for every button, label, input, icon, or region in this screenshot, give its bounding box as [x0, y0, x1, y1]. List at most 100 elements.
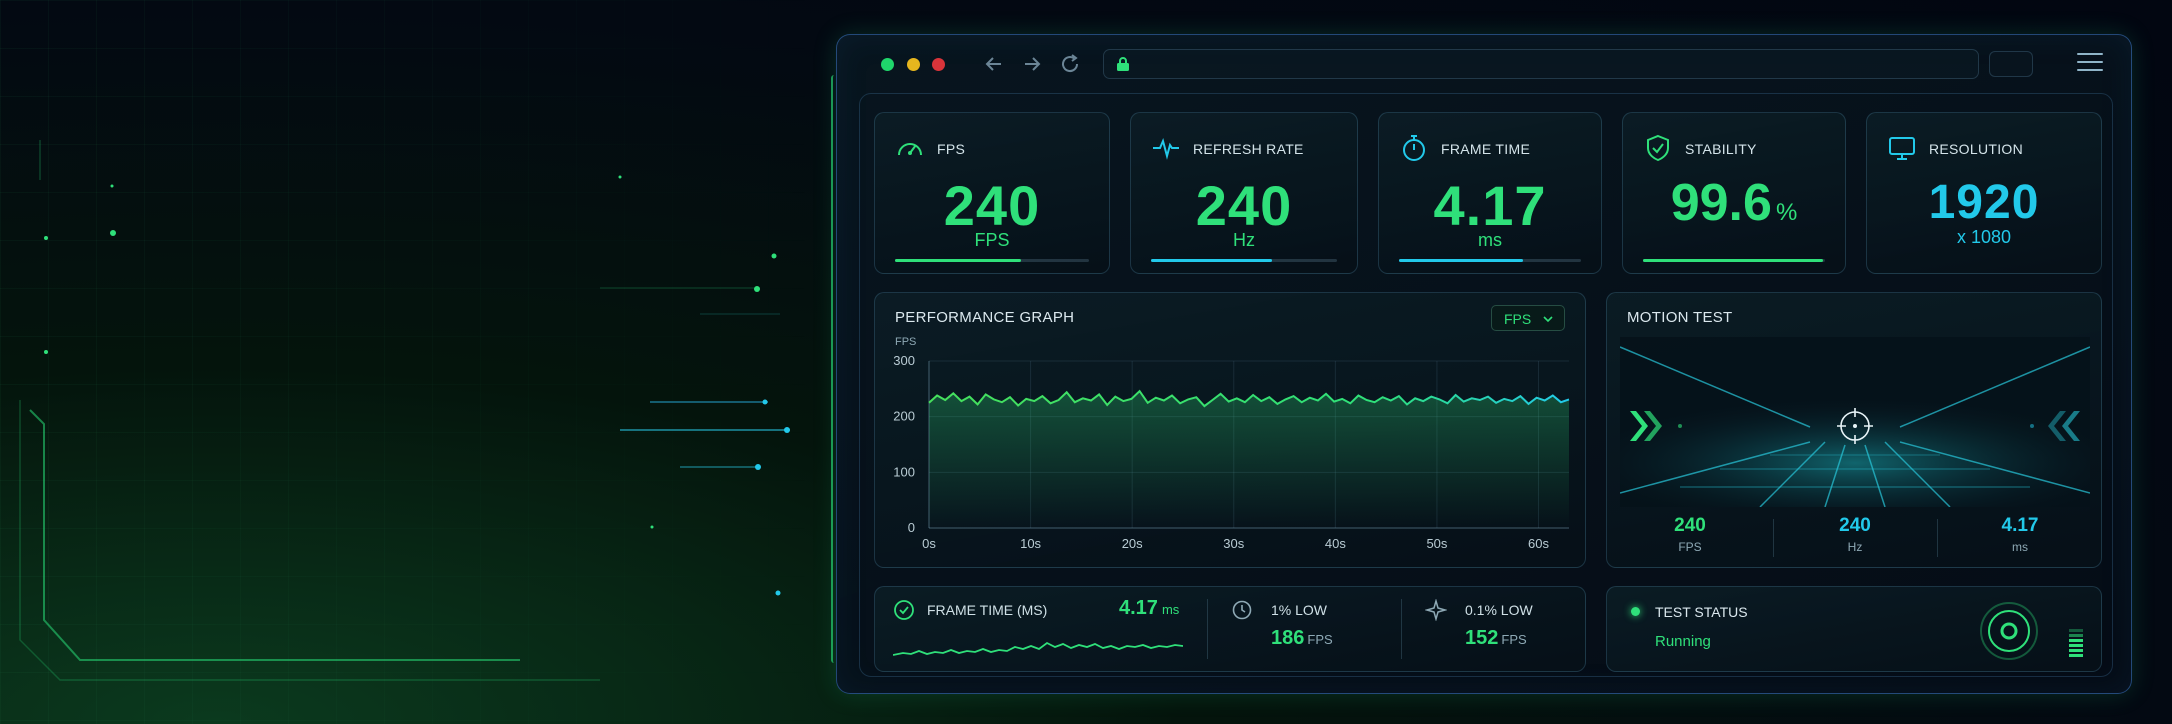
frame-time-sparkline — [893, 641, 1183, 656]
stat-progress-bar — [1643, 259, 1825, 262]
stat-progress-bar — [1151, 259, 1337, 262]
stat-title: STABILITY — [1685, 141, 1757, 157]
low01-title: 0.1% LOW — [1465, 602, 1533, 618]
test-status-value: Running — [1655, 633, 1711, 650]
stat-unit: % — [1775, 199, 1798, 226]
divider — [1937, 519, 1938, 557]
motion-metric-label: FPS — [1678, 540, 1702, 554]
divider — [1401, 599, 1402, 659]
motion-test-card: MOTION TEST — [1606, 292, 2102, 568]
stat-title: REFRESH RATE — [1193, 141, 1304, 157]
motion-metrics: 240 FPS 240 Hz 4.17 ms — [1607, 515, 2101, 561]
stat-progress-bar — [895, 259, 1089, 262]
frame-time-value-row: 4.17 ms — [1119, 597, 1179, 620]
divider — [1207, 599, 1208, 659]
motion-metric-value: 4.17 — [2001, 515, 2039, 536]
title-bar — [837, 35, 2131, 93]
motion-title: MOTION TEST — [1627, 309, 1733, 326]
pulse-icon — [1153, 137, 1179, 160]
x-tick-label: 40s — [1325, 536, 1346, 551]
frame-time-unit: ms — [1161, 602, 1180, 617]
back-arrow-icon[interactable] — [979, 49, 1009, 79]
frame-time-value: 4.17 — [1119, 597, 1158, 619]
chevron-right-motion-icon — [1630, 411, 1682, 441]
divider — [1773, 519, 1774, 557]
motion-metric-value: 240 — [1674, 515, 1706, 536]
close-dot[interactable] — [932, 58, 945, 71]
x-tick-label: 0s — [922, 536, 936, 551]
lock-icon — [1117, 57, 1129, 71]
x-tick-label: 10s — [1020, 536, 1041, 551]
status-indicator — [1631, 607, 1640, 616]
shield-check-icon — [1647, 134, 1669, 162]
stat-unit: FPS — [974, 230, 1010, 250]
low01-value-row: 152 FPS — [1465, 627, 1527, 650]
metric-select-value: FPS — [1504, 311, 1532, 327]
performance-title: PERFORMANCE GRAPH — [895, 309, 1075, 326]
stat-card-fps: FPS 240 FPS — [874, 112, 1110, 274]
crosshair-icon — [1837, 408, 1873, 444]
background-grid — [0, 0, 820, 724]
metric-select[interactable]: FPS — [1491, 305, 1565, 331]
browser-window: FPS 240 FPS REFRESH RATE 240 Hz FRAME TI… — [831, 34, 2132, 694]
y-axis-label: FPS — [895, 336, 916, 348]
stat-unit: x 1080 — [1956, 227, 2012, 247]
stat-value: 240 — [943, 174, 1041, 237]
progress-fill — [895, 259, 1022, 262]
stopwatch-icon — [1403, 135, 1425, 161]
stat-progress-bar — [1399, 259, 1581, 262]
hamburger-menu-icon[interactable] — [2077, 53, 2103, 75]
x-tick-label: 50s — [1426, 536, 1447, 551]
performance-chart: FPS 300 200 100 0 0s 10s 20s 30s 40s 50s 60s — [893, 336, 1570, 551]
stat-card-resolution: RESOLUTION 1920 x 1080 — [1866, 112, 2102, 274]
maximize-dot[interactable] — [881, 58, 894, 71]
extension-button[interactable] — [1989, 51, 2033, 77]
frame-time-title: FRAME TIME (MS) — [927, 602, 1048, 618]
motion-test-visual — [1620, 337, 2090, 507]
frame-stats-card: FRAME TIME (MS) 4.17 ms 1% LOW 186 FPS 0.1… — [874, 586, 1586, 672]
forward-arrow-icon[interactable] — [1017, 49, 1047, 79]
progress-fill — [1643, 259, 1824, 262]
stat-unit: ms — [1478, 230, 1502, 250]
clock-icon — [1232, 600, 1252, 620]
stat-card-refresh-rate: REFRESH RATE 240 Hz — [1130, 112, 1358, 274]
y-tick-label: 200 — [893, 409, 915, 424]
test-status-title: TEST STATUS — [1655, 604, 1748, 620]
motion-metric: 4.17 ms — [1937, 515, 2103, 554]
performance-graph-card: PERFORMANCE GRAPH FPS — [874, 292, 1586, 568]
motion-metric: 240 Hz — [1773, 515, 1937, 554]
y-tick-label: 100 — [893, 464, 915, 479]
stat-value: 4.17 — [1433, 174, 1547, 237]
radar-icon[interactable] — [1979, 601, 2039, 661]
reload-icon[interactable] — [1055, 49, 1085, 79]
chevron-down-icon — [1543, 316, 1553, 323]
y-tick-label: 0 — [908, 520, 915, 535]
series-area — [929, 391, 1569, 528]
stat-title: FRAME TIME — [1441, 141, 1531, 157]
test-status-card: TEST STATUS Running — [1606, 586, 2102, 672]
stat-title: RESOLUTION — [1929, 141, 2024, 157]
monitor-icon — [1889, 137, 1915, 160]
x-tick-label: 20s — [1122, 536, 1143, 551]
signal-level-icon — [2069, 629, 2083, 657]
motion-metric-label: ms — [2012, 540, 2028, 554]
motion-metric-value: 240 — [1839, 515, 1871, 536]
stat-value: 1920 — [1928, 176, 2040, 229]
low01-unit: FPS — [1501, 632, 1527, 647]
stat-card-frame-time: FRAME TIME 4.17 ms — [1378, 112, 1602, 274]
address-bar[interactable] — [1103, 49, 1979, 79]
stat-unit: Hz — [1233, 230, 1255, 250]
stat-value-row: 99.6% — [1623, 173, 1845, 233]
low1-value: 186 — [1271, 627, 1305, 649]
crosshair-burst-icon — [1425, 599, 1447, 621]
low1-title: 1% LOW — [1271, 602, 1328, 618]
motion-metric: 240 FPS — [1607, 515, 1773, 554]
background-decoration — [19, 140, 790, 681]
progress-fill — [1151, 259, 1272, 262]
y-tick-label: 300 — [893, 353, 915, 368]
stat-value: 99.6 — [1670, 174, 1772, 232]
low1-unit: FPS — [1307, 632, 1333, 647]
minimize-dot[interactable] — [907, 58, 920, 71]
low1-value-row: 186 FPS — [1271, 627, 1333, 650]
stat-value: 240 — [1195, 174, 1293, 237]
